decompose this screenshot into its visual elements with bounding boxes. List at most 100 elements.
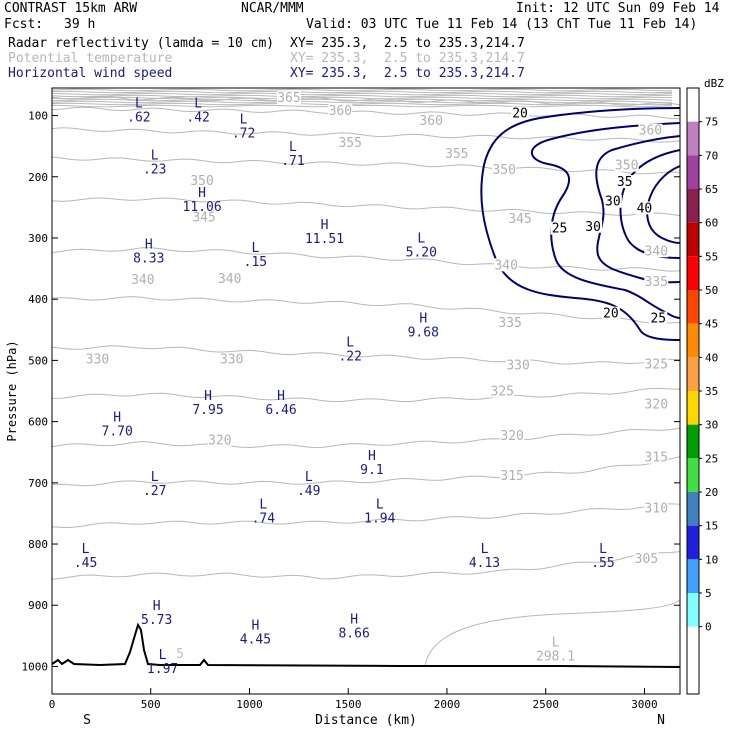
terrain-theta-label: 5 xyxy=(176,647,184,662)
extremum-value: 5.73 xyxy=(141,613,172,628)
theta-label-bg xyxy=(219,352,244,366)
theta-label: 345 xyxy=(192,211,215,226)
theta-label: 360 xyxy=(419,114,442,129)
theta-label-bg xyxy=(500,468,525,482)
colorbar-level: 75 xyxy=(705,116,718,129)
extremum-letter: L xyxy=(240,113,248,128)
theta-label-bg xyxy=(644,501,669,515)
extremum-letter: L xyxy=(289,140,297,155)
colorbar-level: 25 xyxy=(705,452,718,465)
fcst-value: 39 h xyxy=(64,17,96,32)
colorbar-segment xyxy=(687,155,699,189)
extremum-letter: H xyxy=(113,411,121,426)
x-axis-label: Distance (km) xyxy=(315,713,417,728)
theta-label: 340 xyxy=(218,272,241,287)
extremum-letter: H xyxy=(251,619,259,634)
colorbar-level: 5 xyxy=(705,587,712,600)
y-tick-label: 200 xyxy=(28,171,48,184)
extremum-letter: L xyxy=(151,149,159,164)
y-tick-label: 700 xyxy=(28,477,48,490)
theta-label-bg xyxy=(190,173,215,187)
extremum-letter: L xyxy=(259,498,267,513)
theta-contour-315 xyxy=(51,456,681,487)
wind-contour-40 xyxy=(646,165,681,244)
extremum-value: .71 xyxy=(281,154,304,169)
theta-label: 330 xyxy=(220,353,243,368)
colorbar-segment xyxy=(687,121,699,156)
x-tick-label: 3000 xyxy=(631,698,658,711)
colorbar-segment xyxy=(687,357,699,391)
extremum-letter: H xyxy=(198,186,206,201)
extremum-letter: L xyxy=(417,231,425,246)
wind-contour-25 xyxy=(530,122,681,319)
theta-contour-310 xyxy=(51,503,681,528)
extremum-value: 7.70 xyxy=(102,425,133,440)
colorbar-level: 30 xyxy=(705,419,718,432)
colorbar-segment xyxy=(687,525,699,560)
theta-label: 355 xyxy=(338,136,361,151)
wind-label-bg xyxy=(649,311,668,325)
theta-label: 330 xyxy=(86,353,109,368)
extremum-letter: H xyxy=(350,613,358,628)
theta-label-bg xyxy=(644,274,669,288)
colorbar-level: 70 xyxy=(705,149,718,162)
north-label: N xyxy=(657,713,665,728)
x-tick-label: 2500 xyxy=(532,698,559,711)
colorbar-segment xyxy=(687,189,699,223)
theta-label: 325 xyxy=(491,384,514,399)
terrain-line xyxy=(51,622,681,668)
theta-label-bg xyxy=(644,450,669,464)
extremum-letter: H xyxy=(153,599,161,614)
theta-label: 350 xyxy=(190,174,213,189)
wind-label-bg xyxy=(550,221,569,235)
theta-label-bg xyxy=(338,135,363,149)
wind-label-bg xyxy=(601,306,620,320)
extremum-letter: L xyxy=(376,498,384,513)
extremum-value: .74 xyxy=(252,512,276,527)
theta-label-bg xyxy=(217,271,242,285)
wind-label: 25 xyxy=(552,222,568,237)
theta-contour-upper xyxy=(51,92,673,96)
theta-contour-325 xyxy=(51,387,681,402)
theta-contour-320 xyxy=(51,427,681,449)
theta-label-bg xyxy=(490,384,515,398)
wind-contour-20 xyxy=(480,107,681,341)
field-1-xy: XY= 235.3, 2.5 to 235.3,214.7 xyxy=(290,36,525,51)
y-axis-label: Pressure (hPa) xyxy=(5,340,19,441)
wind-label: 40 xyxy=(637,201,653,216)
theta-label-bg xyxy=(644,244,669,258)
theta-label: 310 xyxy=(645,501,668,516)
valid-time: Valid: 03 UTC Tue 11 Feb 14 (13 ChT Tue … xyxy=(306,17,698,32)
extremum-value: .49 xyxy=(297,484,320,499)
colorbar-level: 50 xyxy=(705,284,718,297)
extremum-letter: H xyxy=(419,311,427,326)
theta-label-bg xyxy=(508,211,533,225)
colorbar-level: 65 xyxy=(705,183,718,196)
theta-contour-upper xyxy=(51,98,673,102)
y-tick-label: 900 xyxy=(28,599,48,612)
extremum-letter: H xyxy=(145,237,153,252)
theta-label-bg xyxy=(444,146,469,160)
theta-label: 320 xyxy=(208,433,231,448)
extremum-letter: H xyxy=(277,389,285,404)
extremum-value: 11.06 xyxy=(183,200,222,215)
axes: 100 200 300 400 500 600 700 800 900 1000 0 500 1000 1… xyxy=(5,87,681,728)
wind-label-bg xyxy=(603,194,622,208)
extremum-letter: L xyxy=(151,470,159,485)
colorbar-level: 40 xyxy=(705,351,718,364)
y-tick-label: 300 xyxy=(28,232,48,245)
extremum-value: 11.51 xyxy=(305,232,344,247)
theta-label-bg xyxy=(207,433,232,447)
field-2-xy: XY= 235.3, 2.5 to 235.3,214.7 xyxy=(290,51,525,66)
colorbar-segment xyxy=(687,458,699,492)
extremum-letter: H xyxy=(321,218,329,233)
extremum-value: 7.95 xyxy=(192,403,223,418)
extremum-letter: L xyxy=(305,470,313,485)
model-title: CONTRAST 15km ARW xyxy=(4,1,138,16)
colorbar-segment xyxy=(687,492,699,526)
theta-label: 350 xyxy=(615,159,638,174)
theta-contour-upper xyxy=(51,94,673,98)
theta-label: 340 xyxy=(131,273,154,288)
wind-label: 25 xyxy=(650,312,666,327)
